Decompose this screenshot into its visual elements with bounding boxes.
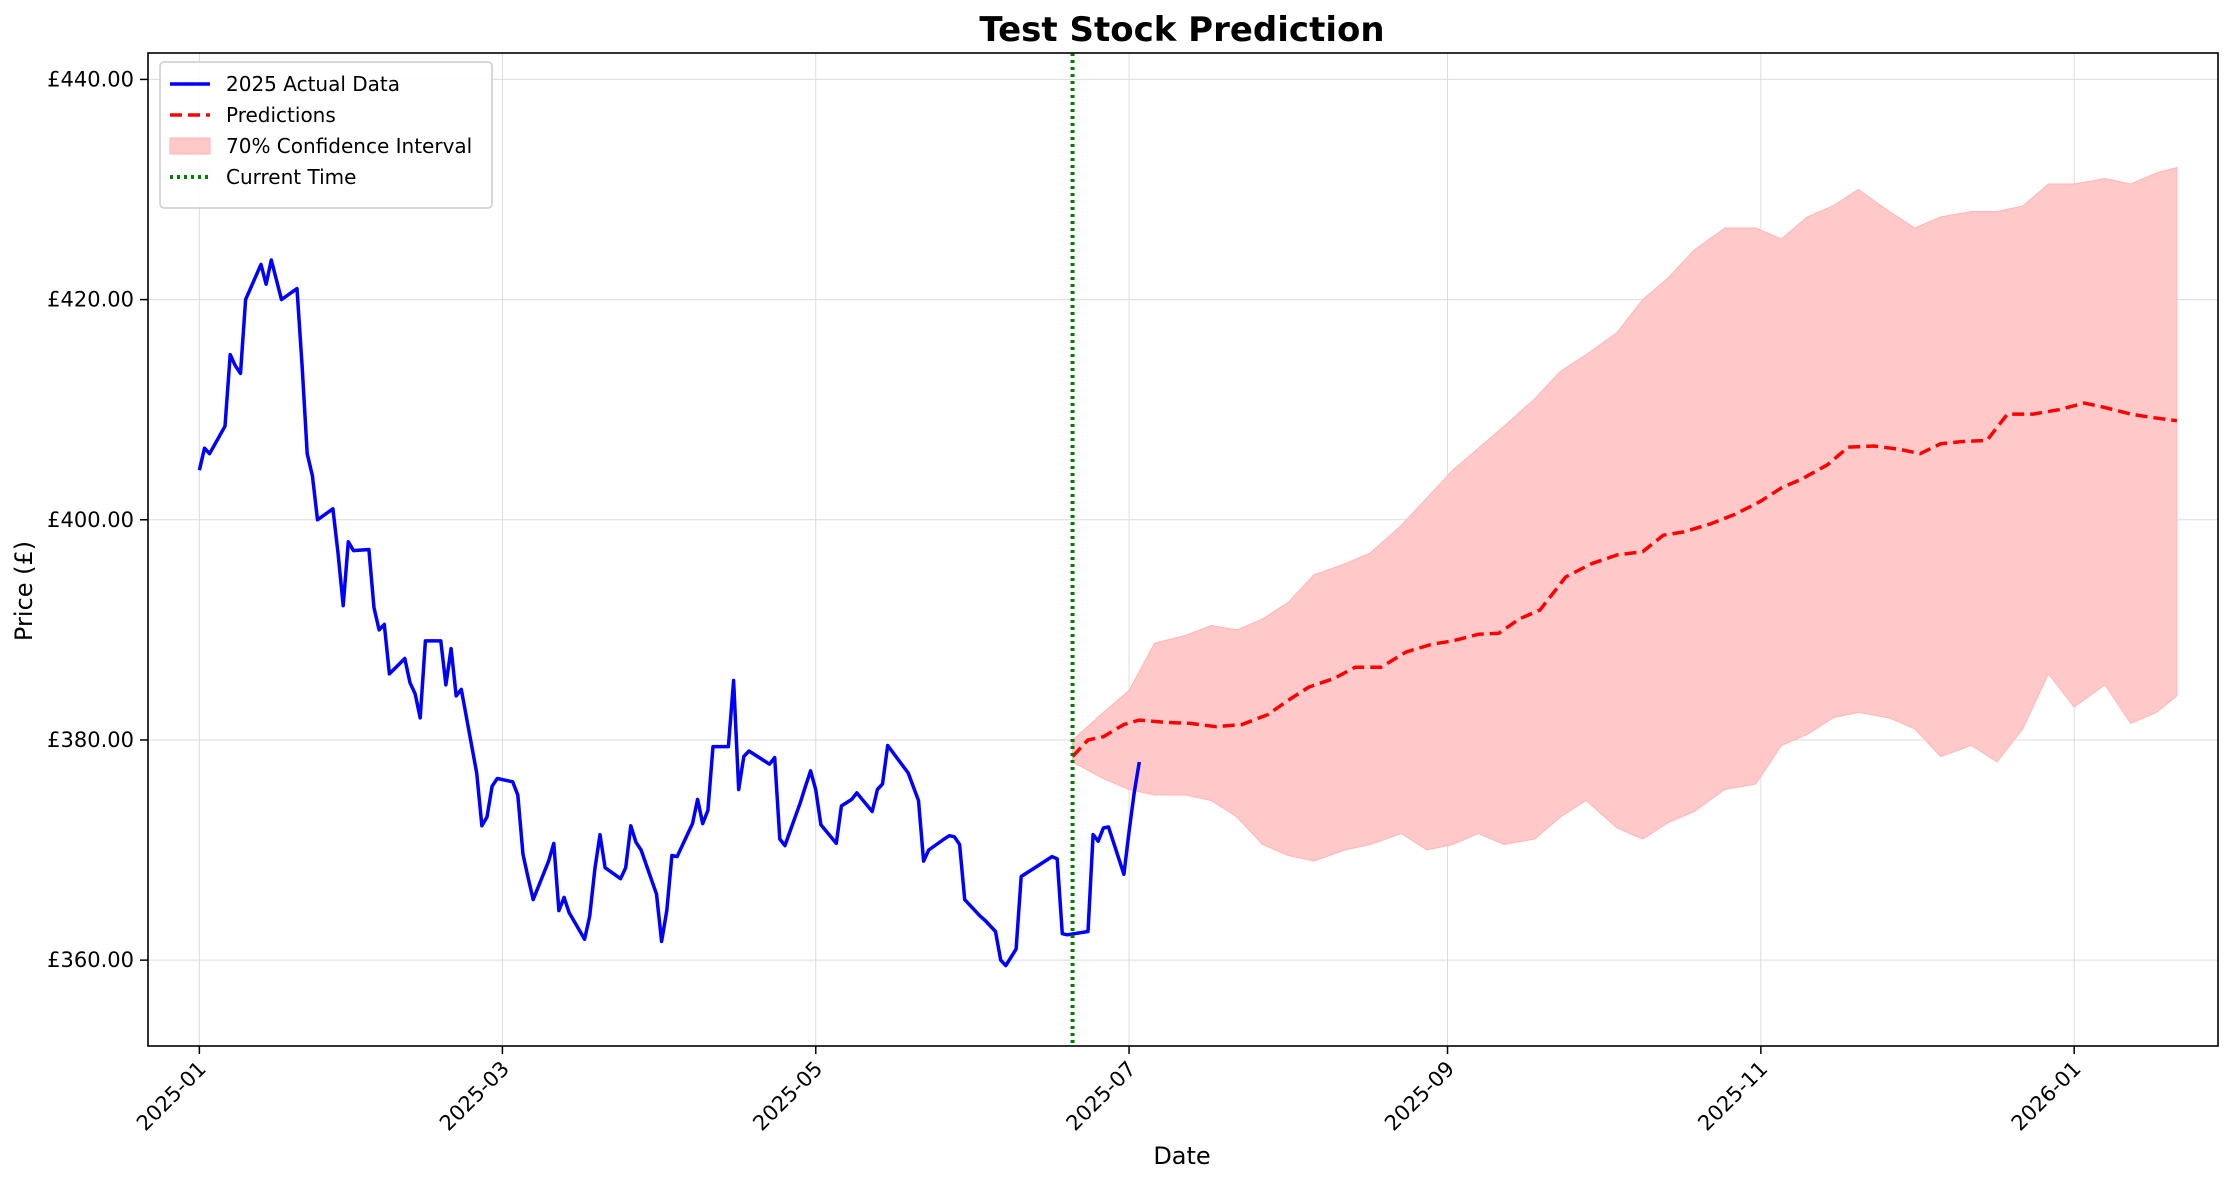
predictions-line [1071,401,2178,758]
legend-label: 2025 Actual Data [226,72,400,96]
confidence-band-layer [1072,166,2178,862]
y-tick-label: £360.00 [47,948,134,972]
x-axis-label: Date [1153,1142,1210,1170]
series-layer [197,258,2178,968]
legend-label: 70% Confidence Interval [226,134,472,158]
y-axis-ticks: £360.00 £380.00 £400.00 £420.00 £440.00 [47,67,148,972]
y-tick-label: £420.00 [47,288,134,312]
legend-label: Current Time [226,165,356,189]
actual-data-line [197,258,1142,968]
y-tick-label: £400.00 [47,508,134,532]
chart-title: Test Stock Prediction [979,10,1384,50]
legend-swatch [169,137,211,155]
y-tick-label: £440.00 [47,67,134,91]
legend-box [159,61,493,209]
legend-label: Predictions [226,103,336,127]
y-axis-label: Price (£) [10,541,38,641]
y-tick-label: £380.00 [47,728,134,752]
plot-area-frame [147,52,2219,1047]
legend: 2025 Actual Data Predictions 70% Confidenc… [159,61,493,209]
confidence-interval-band [1072,166,2178,862]
